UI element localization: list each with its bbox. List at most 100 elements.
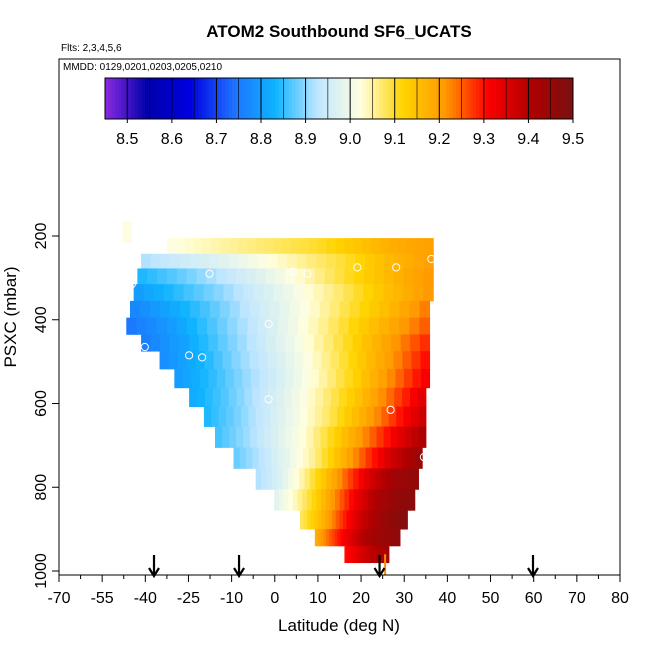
heatmap-cell [298, 317, 309, 335]
heatmap-cell [326, 529, 330, 547]
heatmap-cell [415, 447, 423, 469]
heatmap-cell [328, 317, 340, 335]
sample-point [392, 263, 401, 272]
colorbar-segment [208, 78, 213, 119]
heatmap-cell [227, 317, 239, 335]
heatmap-cell [418, 426, 427, 448]
heatmap-cell [308, 317, 319, 335]
heatmap-cell [410, 334, 421, 352]
colorbar-segment [305, 78, 310, 119]
heatmap-cell [250, 426, 258, 448]
heatmap-cell [335, 489, 341, 511]
heatmap-cell [296, 447, 304, 469]
heatmap-cell [179, 334, 190, 352]
heatmap-cell [157, 268, 168, 285]
heatmap-cell [367, 489, 374, 511]
heatmap-cell [299, 387, 309, 408]
heatmap-cell [299, 426, 307, 448]
x-axis: -70 -55 -40 -25 -10 0 10 20 30 40 50 60 70 80 [47, 575, 629, 607]
heatmap-cell [315, 447, 323, 469]
heatmap-cell [199, 300, 211, 319]
latitude-arrow [148, 555, 160, 579]
heatmap-cell [147, 268, 158, 285]
heatmap-cell [374, 406, 382, 427]
heatmap-cell [303, 510, 308, 530]
heatmap-cell [340, 529, 344, 547]
heatmap-cell [344, 489, 350, 511]
heatmap-cell [363, 489, 369, 511]
heatmap-cell [208, 334, 219, 352]
heatmap-cell [409, 300, 421, 319]
heatmap-cell [420, 368, 431, 389]
colorbar-segment [128, 78, 133, 119]
heatmap-cell [372, 489, 378, 511]
heatmap-cell [225, 368, 235, 389]
y-tick-label: 1000 [33, 553, 50, 589]
heatmap-cell [385, 510, 391, 530]
colorbar-segment [158, 78, 163, 119]
sample-point [127, 280, 136, 289]
heatmap-cell [344, 406, 353, 427]
sample-point [105, 248, 114, 257]
heatmap-cell [378, 545, 381, 564]
heatmap-cell [303, 351, 314, 370]
heatmap-cell [400, 510, 405, 530]
heatmap-cell [244, 387, 253, 408]
colorbar-segment [412, 78, 417, 119]
colorbar-segment [121, 78, 126, 119]
heatmap-cell [302, 489, 308, 511]
colorbar-segment [546, 78, 551, 119]
heatmap-cell [170, 253, 181, 269]
heatmap-cell [226, 406, 235, 427]
dates-subtitle: MMDD: 0129,0201,0203,0205,0210 [63, 62, 222, 73]
heatmap-cell [314, 510, 319, 530]
sample-point [264, 319, 273, 328]
heatmap-cell [271, 426, 279, 448]
heatmap-cell [189, 334, 200, 352]
heatmap-cell [360, 510, 365, 530]
heatmap-cell [235, 268, 247, 285]
heatmap-cell [196, 268, 207, 285]
heatmap-cell [352, 368, 363, 389]
heatmap-cell [323, 284, 334, 302]
heatmap-cell [313, 426, 321, 448]
heatmap-cell [375, 351, 386, 370]
heatmap-cell [261, 468, 268, 490]
heatmap-cell [349, 300, 361, 319]
heatmap-cell [299, 300, 311, 319]
sample-point [205, 269, 214, 278]
colorbar-segment [556, 78, 561, 119]
heatmap-cell [335, 253, 347, 269]
heatmap-cell [249, 300, 261, 319]
heatmap-cell [412, 468, 419, 490]
heatmap-cell [216, 268, 227, 285]
heatmap-cell [374, 253, 386, 269]
colorbar-segment [349, 78, 353, 119]
heatmap-cell [233, 406, 242, 427]
heatmap-cell [402, 468, 409, 490]
heatmap-cell [317, 529, 322, 547]
heatmap-cell [353, 468, 360, 490]
heatmap-cell [273, 284, 285, 302]
heatmap-cell [375, 545, 378, 564]
heatmap-cell [296, 253, 308, 269]
colorbar-segment [285, 78, 290, 119]
colorbar-segment [228, 78, 233, 119]
heatmap-cell [362, 334, 373, 352]
heatmap-cell [227, 334, 238, 352]
heatmap-cell [330, 489, 336, 511]
heatmap-cell [159, 351, 170, 370]
heatmap-cell [393, 268, 405, 285]
heatmap-cell [257, 317, 269, 335]
heatmap-cell [314, 334, 325, 352]
heatmap-cell [348, 529, 353, 547]
heatmap-cell [307, 387, 316, 408]
heatmap-cell [218, 406, 227, 427]
heatmap-cell [396, 447, 404, 469]
heatmap-cell [263, 284, 275, 302]
colorbar-tick-label: 9.1 [384, 131, 406, 148]
heatmap-cell [259, 300, 271, 319]
heatmap-cell [351, 406, 360, 427]
heatmap-cell [379, 238, 390, 255]
colorbar-segment [405, 78, 410, 119]
